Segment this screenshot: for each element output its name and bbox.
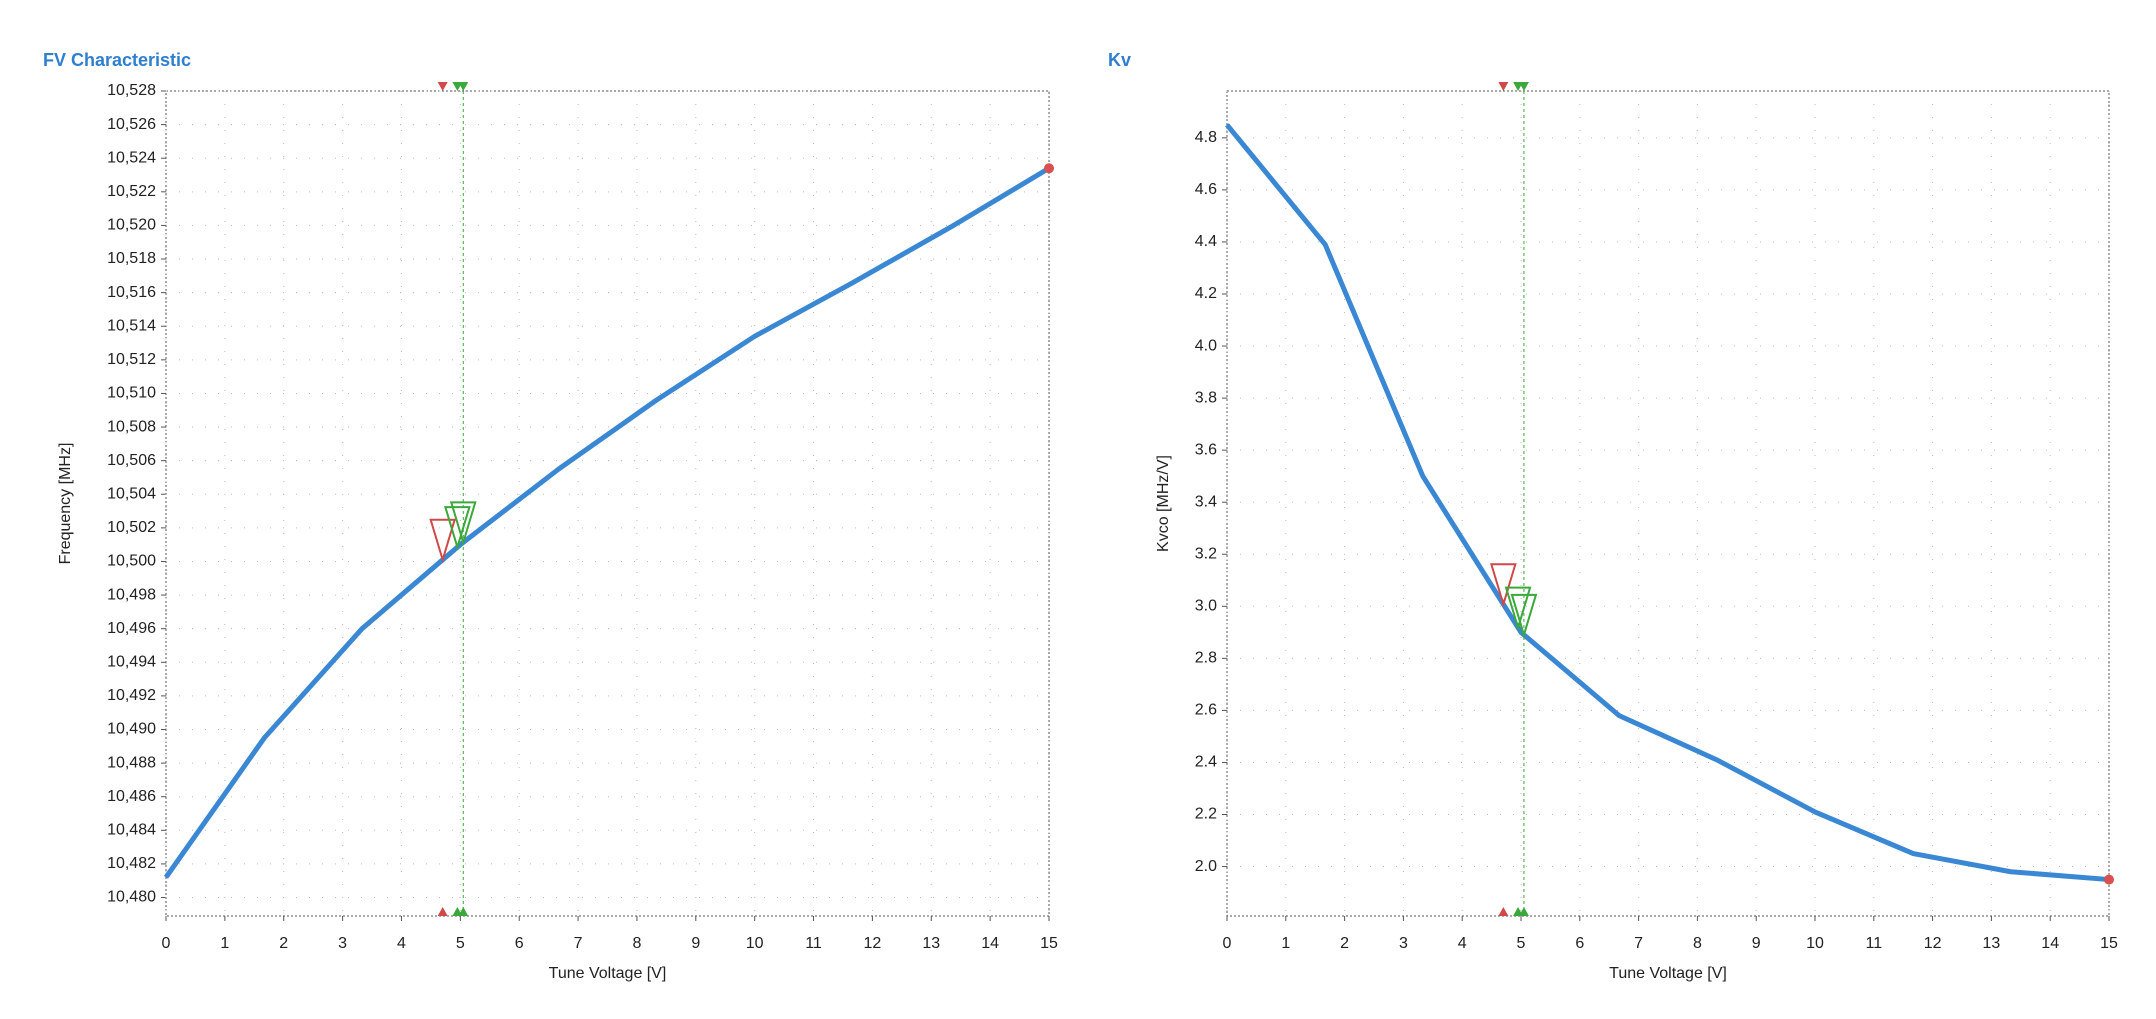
marker-top (1498, 82, 1509, 91)
y-tick-label: 10,510 (107, 385, 156, 402)
plot-area (165, 90, 1050, 917)
y-tick-label: 10,486 (107, 788, 156, 805)
x-tick-label: 9 (1752, 935, 1761, 952)
y-tick-label: 2.2 (1195, 806, 1217, 823)
x-tick-label: 11 (1865, 935, 1882, 952)
y-tick-label: 10,490 (107, 721, 156, 738)
x-axis-label: Tune Voltage [V] (549, 965, 667, 982)
x-tick-label: 7 (1634, 935, 1643, 952)
marker (444, 506, 471, 551)
x-tick-label: 14 (981, 935, 999, 952)
y-tick-label: 4.8 (1195, 129, 1217, 146)
y-axis-label: Frequency [MHz] (57, 443, 74, 565)
x-tick-label: 3 (338, 935, 347, 952)
x-axis-label: Tune Voltage [V] (1609, 965, 1727, 982)
marker (429, 518, 457, 564)
y-tick-label: 10,482 (107, 855, 156, 872)
y-tick-label: 10,504 (107, 485, 156, 502)
x-tick-label: 10 (746, 935, 764, 952)
line-series (1225, 123, 2110, 883)
x-tick-label: 15 (2100, 935, 2118, 952)
marker-bottom (458, 907, 469, 916)
line-series (163, 166, 1051, 879)
marker (449, 501, 477, 546)
x-tick-label: 9 (691, 935, 700, 952)
y-tick-label: 2.8 (1195, 650, 1217, 667)
y-tick-label: 10,496 (107, 620, 156, 637)
y-tick-label: 10,488 (107, 754, 156, 771)
x-tick-label: 6 (1575, 935, 1584, 952)
marker (1510, 593, 1538, 639)
x-tick-label: 2 (1340, 935, 1349, 952)
x-tick-label: 0 (1223, 935, 1232, 952)
chart-title: Kv (1108, 50, 1131, 70)
y-tick-label: 10,512 (107, 351, 156, 368)
x-tick-label: 0 (162, 935, 171, 952)
y-tick-label: 10,526 (107, 116, 156, 133)
y-tick-label: 10,520 (107, 217, 156, 234)
y-tick-label: 3.8 (1195, 389, 1217, 406)
y-tick-label: 4.2 (1195, 285, 1217, 302)
y-tick-label: 10,508 (107, 418, 156, 435)
marker-top (1518, 82, 1529, 91)
x-tick-label: 13 (922, 935, 940, 952)
x-tick-label: 2 (279, 935, 288, 952)
y-tick-label: 10,494 (107, 654, 156, 671)
x-tick-label: 8 (632, 935, 641, 952)
y-tick-label: 10,518 (107, 250, 156, 267)
y-tick-label: 2.6 (1195, 702, 1217, 719)
y-tick-label: 10,502 (107, 519, 156, 536)
y-tick-label: 10,498 (107, 586, 156, 603)
marker-bottom (1498, 907, 1509, 916)
x-tick-label: 3 (1399, 935, 1408, 952)
marker-bottom (1518, 907, 1529, 916)
x-tick-label: 13 (1983, 935, 2001, 952)
x-tick-label: 10 (1806, 935, 1824, 952)
y-tick-label: 2.0 (1195, 858, 1217, 875)
marker (1490, 563, 1517, 608)
y-tick-label: 2.4 (1195, 754, 1217, 771)
y-tick-label: 10,506 (107, 452, 156, 469)
x-tick-label: 4 (397, 935, 406, 952)
y-tick-label: 3.2 (1195, 545, 1217, 562)
y-tick-label: 10,480 (107, 889, 156, 906)
x-tick-label: 6 (515, 935, 524, 952)
x-tick-label: 15 (1040, 935, 1058, 952)
y-tick-label: 10,484 (107, 822, 156, 839)
x-tick-label: 1 (220, 935, 229, 952)
y-tick-label: 3.4 (1195, 493, 1217, 510)
y-tick-label: 10,528 (107, 82, 156, 99)
y-tick-label: 10,500 (107, 553, 156, 570)
plot-area (1226, 90, 2110, 917)
y-tick-label: 10,524 (107, 149, 156, 166)
end-point (1044, 163, 1054, 174)
marker-top (437, 82, 448, 91)
x-tick-label: 5 (1517, 935, 1526, 952)
y-tick-label: 4.0 (1195, 337, 1217, 354)
x-tick-label: 12 (864, 935, 882, 952)
x-tick-label: 1 (1281, 935, 1290, 952)
x-tick-label: 7 (574, 935, 583, 952)
y-tick-label: 4.6 (1195, 181, 1217, 198)
x-tick-label: 5 (456, 935, 465, 952)
y-tick-label: 4.4 (1195, 233, 1217, 250)
x-tick-label: 11 (805, 935, 822, 952)
end-point (2104, 874, 2114, 885)
x-tick-label: 14 (2041, 935, 2059, 952)
y-tick-label: 10,522 (107, 183, 156, 200)
y-tick-label: 3.6 (1195, 441, 1217, 458)
marker-bottom (437, 907, 448, 916)
chart-title: FV Characteristic (43, 50, 191, 70)
x-tick-label: 8 (1693, 935, 1702, 952)
marker-top (458, 82, 469, 91)
y-tick-label: 10,516 (107, 284, 156, 301)
y-axis-label: Kvco [MHz/V] (1155, 455, 1172, 552)
x-tick-label: 4 (1458, 935, 1467, 952)
x-tick-label: 12 (1924, 935, 1942, 952)
y-tick-label: 10,492 (107, 687, 156, 704)
y-tick-label: 3.0 (1195, 598, 1217, 615)
y-tick-label: 10,514 (107, 317, 156, 334)
